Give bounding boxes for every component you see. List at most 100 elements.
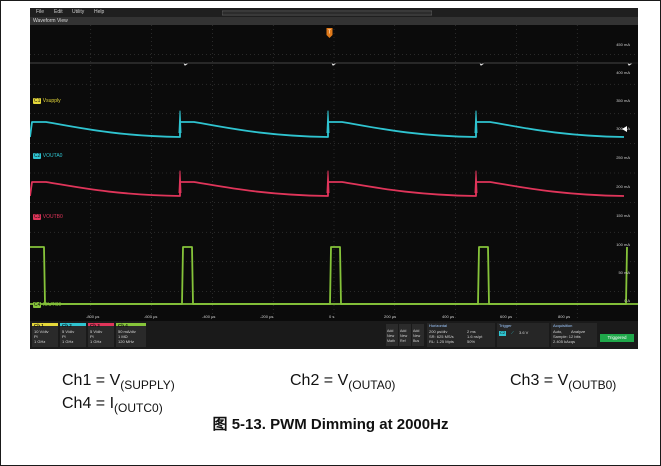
ch1-scale: 10 V/div [34,329,49,334]
acquisition-analyze: Analyze [571,329,586,334]
vouta0-spike [474,110,478,134]
waveform-view-titlebar: Waveform View [30,17,638,25]
window-title: Waveform View [33,18,68,24]
ch2-scale: 5 V/div [62,329,75,334]
c2-label: VOUTA0 [42,153,63,159]
triggered-status-badge: Triggered [600,334,634,342]
ch1-bandwidth: 1 GHz [34,339,46,344]
trigger-level: 3.6 V [519,330,529,335]
ch4-offset-arrow-icon[interactable] [622,126,630,132]
time-tick-4: 0 s [329,314,335,319]
add-math-line3: Math [387,339,395,343]
time-tick-3: -200 µs [260,314,274,319]
ch4-coupling: 1 MΩ [118,334,128,339]
scale-450ma: 450 mA [616,42,630,47]
scale-100ma: 100 mA [616,242,630,247]
menu-bar: File Edit Utility Help [30,8,638,17]
caption-ch4: Ch4 = I(OUTC0) [62,395,163,417]
trace-label-c1[interactable]: C1 Vsupply [33,98,61,104]
caption-ch4-sub: (OUTC0) [114,401,163,415]
c3-label: VOUTB0 [42,214,63,220]
menu-file[interactable]: File [36,9,45,15]
caption-ch3-sub: (OUTB0) [568,378,617,392]
c3-tag: C3 [33,214,42,220]
time-tick-5: 200 µs [384,314,397,319]
settings-bar: Ch 1 10 V/div Pl 1 GHz Ch 2 5 V/div Pl 1… [30,321,638,349]
horizontal-position: 50% [467,339,476,344]
acquisition-settings[interactable]: Acquisition Auto, Analyze Sample: 12 bit… [551,323,597,347]
add-math-line2: New [387,334,395,338]
trace-label-c4[interactable]: C4 IOUTC0 [33,302,61,308]
time-tick-8: 800 µs [558,314,571,319]
voutb0-spike [326,170,330,194]
add-bus-line1: Add [413,329,420,333]
add-bus-line2: New [413,334,421,338]
ch2-bandwidth: 1 GHz [62,339,74,344]
scale-50ma: 50 mA [618,270,630,275]
horizontal-title: Horizontal [429,323,448,328]
ch2-badge[interactable]: Ch 2 5 V/div Pl 1 GHz [60,323,86,347]
ch2-name: Ch 2 [62,323,72,328]
horizontal-scale: 200 µs/div [429,329,448,334]
c1-label: Vsupply [42,98,61,104]
acquisition-sample: Sample: 12 bits [553,334,581,339]
caption-ch2-sub: (OUTA0) [348,378,396,392]
horizontal-settings[interactable]: Horizontal 200 µs/div 2 ms SR: 625 MS/s … [427,323,495,347]
scale-400ma: 400 mA [616,70,630,75]
waveform-graticule[interactable] [30,25,638,321]
trigger-settings[interactable]: Trigger C2 ⟋ 3.6 V [497,323,549,347]
scale-0a: 0 A [624,298,630,303]
caption-ch2: Ch2 = V(OUTA0) [290,372,395,394]
ch1-badge[interactable]: Ch 1 10 V/div Pl 1 GHz [32,323,58,347]
ch3-badge[interactable]: Ch 3 5 V/div Pl 1 GHz [88,323,114,347]
scale-250ma: 250 mA [616,155,630,160]
c4-label: IOUTC0 [42,302,62,308]
oscilloscope-window: File Edit Utility Help Waveform View T C… [30,8,638,349]
caption-ch1-text: Ch1 = V [62,372,121,389]
add-math-button[interactable]: Add New Math [386,324,398,346]
voutb0-trace [30,181,625,197]
add-ref-line3: Ref [400,339,406,343]
ch4-badge[interactable]: Ch 4 50 mA/div 1 MΩ 120 MHz [116,323,146,347]
horizontal-duration: 2 ms [467,329,476,334]
time-tick-0: -800 µs [86,314,100,319]
acquisition-title: Acquisition [553,323,573,328]
menu-utility[interactable]: Utility [72,9,85,15]
zoom-overview-bar[interactable] [222,10,432,16]
add-ref-button[interactable]: Add New Ref [399,324,411,346]
menu-edit[interactable]: Edit [54,9,63,15]
scale-200ma: 200 mA [616,184,630,189]
trigger-source: C2 [499,330,507,336]
vouta0-spike [178,110,182,134]
vouta0-spike [326,110,330,134]
right-scale: 450 mA 400 mA 350 mA 300 mA 250 mA 200 m… [590,8,630,321]
add-bus-button[interactable]: Add New Bus [412,324,424,346]
time-axis: -800 µs -600 µs -400 µs -200 µs 0 s 200 … [30,314,638,320]
add-ref-line1: Add [400,329,407,333]
trace-label-c2[interactable]: C2 VOUTA0 [33,153,62,159]
caption-ch1: Ch1 = V(SUPPLY) [62,372,175,394]
caption-ch3: Ch3 = V(OUTB0) [510,372,616,394]
caption-ch3-text: Ch3 = V [510,372,569,389]
ch2-coupling: Pl [62,334,66,339]
time-tick-7: 600 µs [500,314,513,319]
voutb0-spike [474,170,478,194]
ch4-scale: 50 mA/div [118,329,136,334]
time-tick-1: -600 µs [144,314,158,319]
scale-150ma: 150 mA [616,213,630,218]
ch1-coupling: Pl [34,334,38,339]
trigger-position-icon[interactable]: T [326,25,334,39]
menu-help[interactable]: Help [94,9,105,15]
trigger-edge-icon: ⟋ [511,330,514,335]
caption-ch1-sub: (SUPPLY) [120,378,175,392]
figure-title: 图 5-13. PWM Dimming at 2000Hz [212,416,449,433]
ch3-coupling: Pl [90,334,94,339]
ch3-bandwidth: 1 GHz [90,339,102,344]
ch1-name: Ch 1 [34,323,44,328]
trace-label-c3[interactable]: C3 VOUTB0 [33,214,63,220]
c4-tag: C4 [33,302,42,308]
vouta0-trace [30,121,625,138]
c1-tag: C1 [33,98,42,104]
horizontal-resolution: 1.6 ns/pt [467,334,483,339]
add-math-line1: Add [387,329,394,333]
